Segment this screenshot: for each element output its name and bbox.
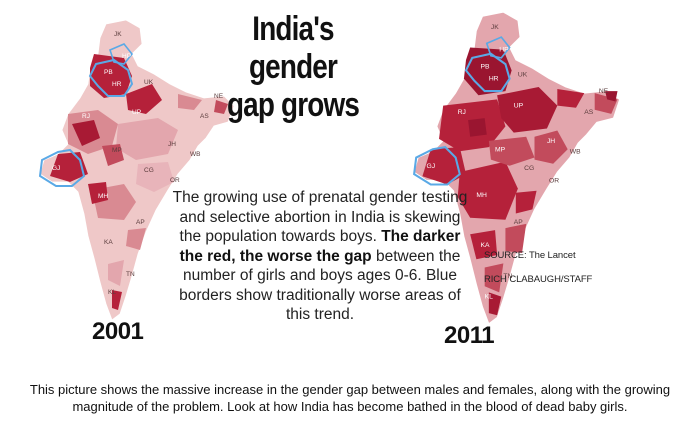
source-credit: SOURCE: The Lancet RICH CLABAUGH/STAFF [484,244,592,292]
label-uk-2001: UK [144,79,154,86]
infographic: JK HP PB HR UK RJ UP NE AS GJ MP JH WB C… [38,10,621,349]
label-ne-2001: NE [214,93,224,100]
label-as-2011: AS [584,109,593,116]
label-up-2011: UP [514,103,524,110]
label-tn-2011: TN [503,273,512,280]
title-line-1: India's gender [248,10,338,86]
label-rj-2011: RJ [458,109,466,116]
label-tn-2001: TN [126,271,135,278]
label-hp-2011: HP [499,47,509,54]
credit-line: RICH CLABAUGH/STAFF [484,274,593,285]
label-hp-2001: HP [122,53,131,60]
label-ap-2011: AP [514,219,523,226]
label-jk-2001: JK [114,31,122,38]
title-line-2: gap grows [226,86,360,124]
label-kl-2011: KL [485,294,493,301]
label-hr-2001: HR [112,81,122,88]
label-gj-2011: GJ [427,163,436,170]
source-line: SOURCE: The Lancet [484,250,576,261]
gujarat-border-2001 [38,148,86,187]
image-caption: This picture shows the massive increase … [29,382,671,414]
label-uk-2011: UK [518,72,528,79]
label-cg-2001: CG [144,167,154,174]
label-mp-2011: MP [495,146,506,153]
label-hr-2011: HR [489,76,499,83]
description-bold: The darker the red, the worse the gap [179,228,461,265]
label-pb-2011: PB [481,63,490,70]
label-up-2001: UP [132,109,141,116]
year-label-2011: 2011 [444,322,495,349]
label-wb-2011: WB [570,148,581,155]
label-kl-2001: KL [108,289,116,296]
label-gj-2001: GJ [52,165,60,172]
india-map-2001: JK HP PB HR UK RJ UP NE AS GJ MP JH WB C… [38,19,235,321]
label-rj-2001: RJ [82,113,90,120]
label-ka-2011: KA [481,242,490,249]
label-ka-2001: KA [104,239,113,246]
description-part-2: between the number of girls and boys age… [179,247,461,324]
gujarat-border-2011 [413,146,461,186]
label-or-2011: OR [549,177,559,184]
description-part-1: The growing use of prenatal gender testi… [172,189,468,245]
india-map-2011: JK HP PB HR UK RJ UP NE AS GJ MP JH WB C… [413,11,621,325]
india-outline-2001 [39,19,235,321]
label-jh-2011: JH [547,138,555,145]
label-ne-2011: NE [599,88,609,95]
label-wb-2001: WB [190,151,200,158]
year-label-2001: 2001 [92,318,144,345]
infographic-title: India's gender gap grows [205,10,380,124]
description-text: The growing use of prenatal gender testi… [170,188,470,325]
label-jh-2001: JH [168,141,176,148]
label-as-2001: AS [200,113,209,120]
label-pb-2001: PB [104,69,113,76]
label-ap-2001: AP [136,219,145,226]
label-mh-2011: MH [476,192,487,199]
label-jk-2011: JK [491,24,499,31]
label-mp-2001: MP [112,147,122,154]
label-or-2001: OR [170,177,180,184]
label-cg-2011: CG [524,165,534,172]
label-mh-2001: MH [98,193,108,200]
